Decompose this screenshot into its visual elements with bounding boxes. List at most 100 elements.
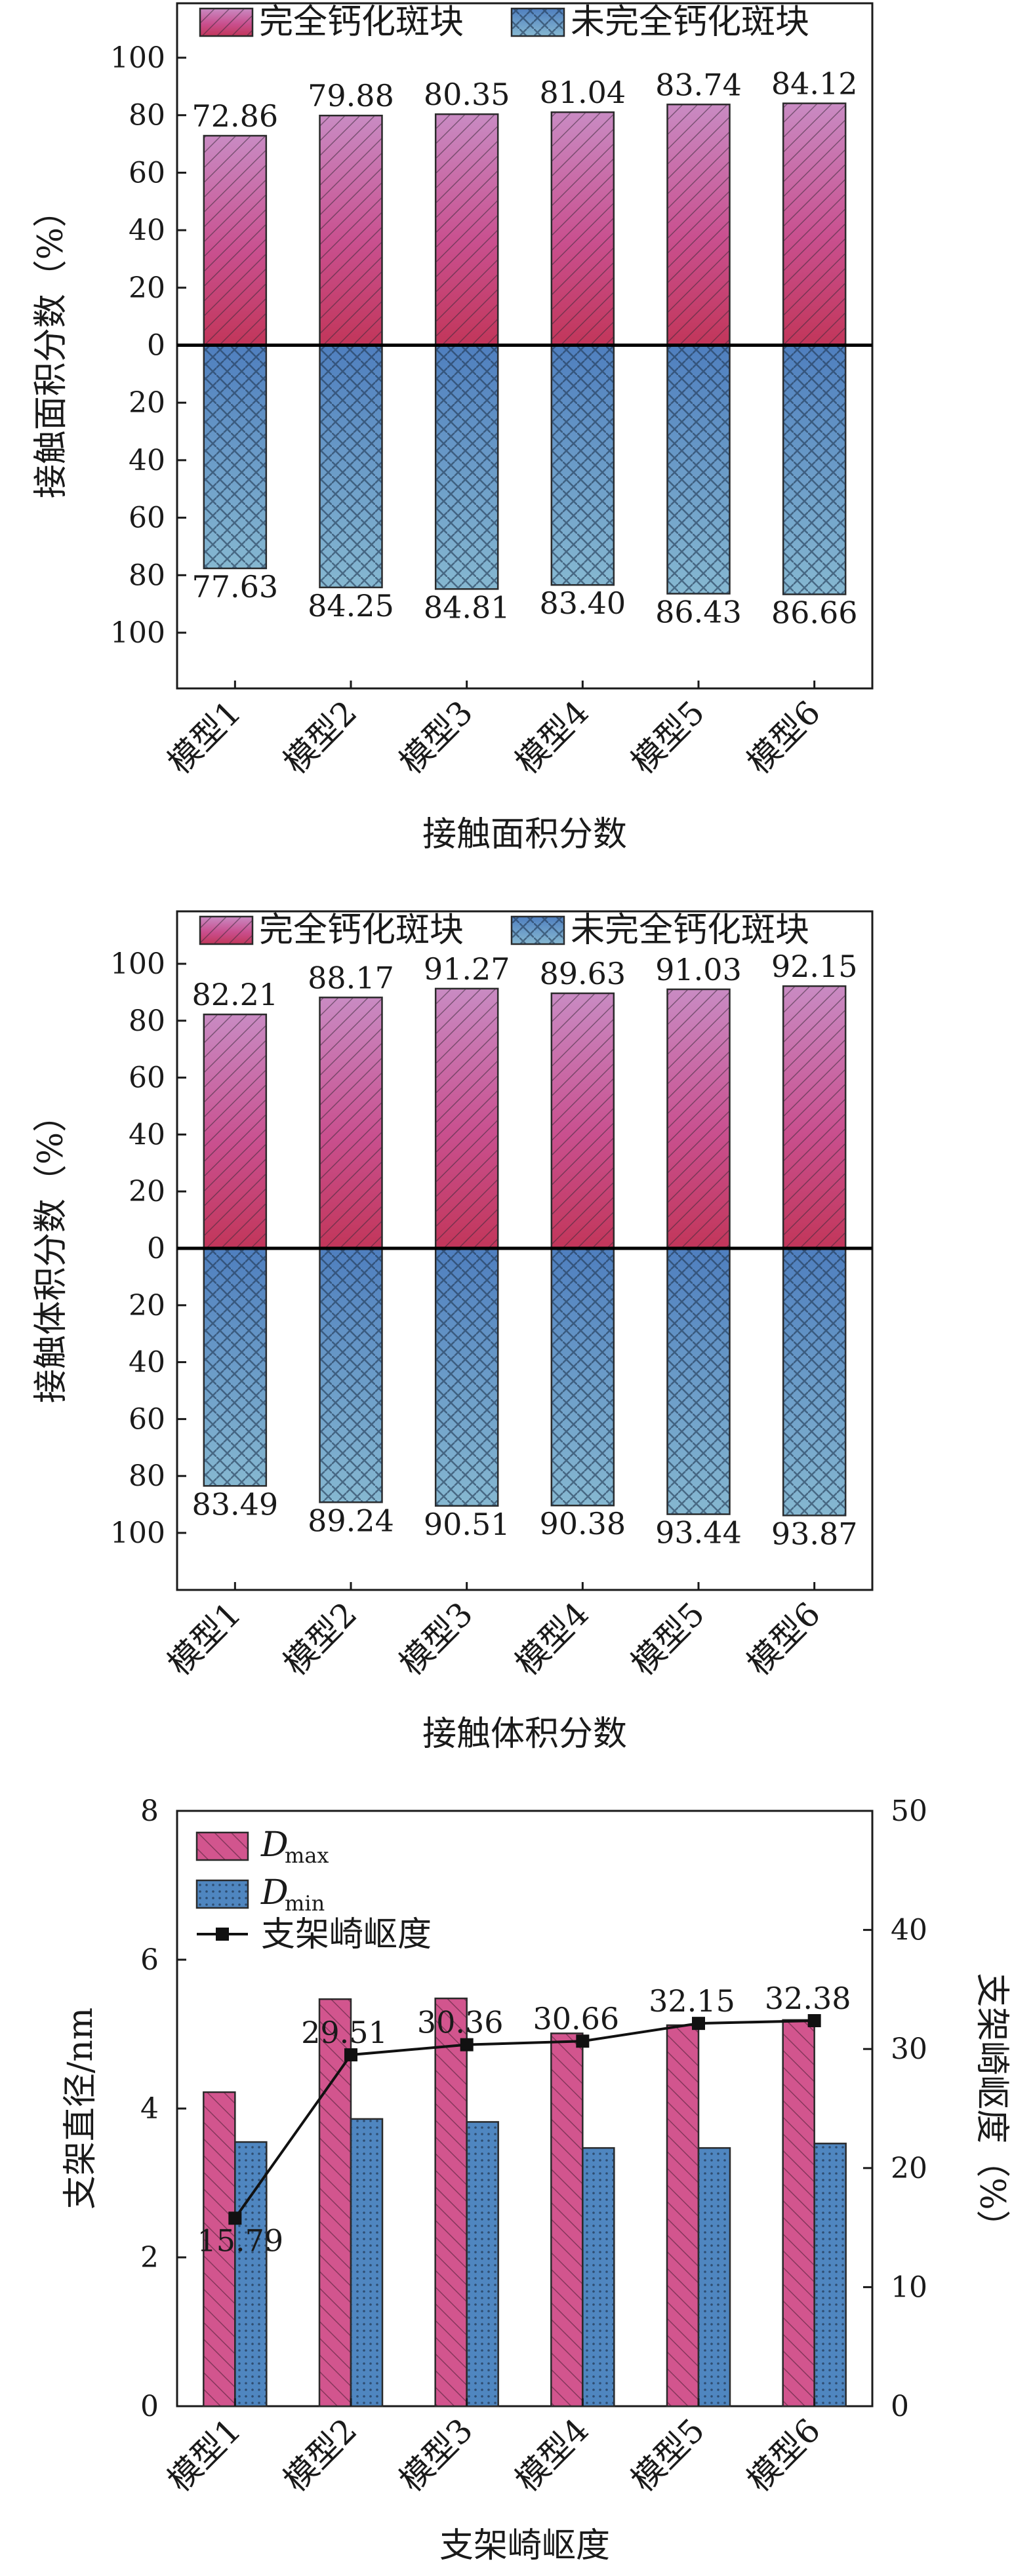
bar-hatch <box>667 1248 730 1515</box>
legend-swatch-hatch <box>512 917 564 944</box>
y-tick-label: 20 <box>129 1289 165 1322</box>
y-tick-label: 2 <box>140 2241 159 2274</box>
y-tick-label: 60 <box>129 1061 165 1095</box>
roughness-label: 15.79 <box>197 2223 283 2258</box>
y-tick-label: 80 <box>129 559 165 592</box>
y-tick-label: 0 <box>147 329 165 363</box>
y-axis-label: 接触体积分数（%） <box>31 1098 71 1403</box>
bar-hatch <box>319 997 382 1248</box>
x-category-label: 模型1 <box>161 2411 249 2499</box>
x-category-label: 模型4 <box>508 693 596 781</box>
legend-label-dmax: D <box>260 1825 289 1865</box>
legend-label-dmin-sub: min <box>285 1891 325 1916</box>
bar-hatch <box>203 345 266 568</box>
legend-line-marker <box>216 1928 229 1941</box>
y-tick-label: 8 <box>140 1794 159 1828</box>
legend-label: 完全钙化斑块 <box>259 911 464 950</box>
y-tick-label: 100 <box>110 616 165 650</box>
legend-swatch-hatch <box>200 917 253 944</box>
data-label: 84.25 <box>308 588 394 624</box>
roughness-point <box>228 2211 242 2225</box>
y-tick-label: 100 <box>110 1516 165 1550</box>
legend-label: 未完全钙化斑块 <box>571 3 809 42</box>
bar-hatch <box>551 993 614 1248</box>
roughness-label: 30.66 <box>533 2001 619 2036</box>
stent-roughness-chart: 0 2 4 6 8 0 10 20 30 40 50 模型1 模型2 模型3 模型4 模型5 模型6 15.79 2… <box>61 1794 1011 2566</box>
y-tick-label: 40 <box>129 1346 165 1379</box>
bar-hatch <box>319 1248 382 1503</box>
bar-hatch <box>551 1248 614 1506</box>
roughness-point <box>344 2048 357 2062</box>
y-tick-label: 60 <box>129 1402 165 1436</box>
bar-hatch <box>203 136 266 346</box>
chart-title: 接触体积分数 <box>422 1714 627 1754</box>
y-tick-label: 20 <box>129 1175 165 1208</box>
data-label: 86.43 <box>655 594 742 629</box>
bar-hatch <box>667 345 730 594</box>
y2-tick-label: 20 <box>891 2152 927 2185</box>
bar-hatch <box>203 1248 266 1486</box>
data-label: 92.15 <box>771 949 858 984</box>
bar-dmin-dots <box>351 2118 382 2406</box>
bar-hatch <box>435 114 498 346</box>
contact-area-chart: 100 80 60 40 20 0 20 40 60 80 100 72.86 79.88 80.35 81… <box>31 2 874 854</box>
bar-hatch <box>783 103 846 346</box>
roughness-label: 29.51 <box>301 2015 388 2050</box>
data-label: 86.66 <box>771 595 858 631</box>
legend-label-dmin: D <box>260 1873 289 1912</box>
roughness-point <box>807 2013 821 2027</box>
roughness-point <box>460 2038 474 2051</box>
y2-tick-label: 0 <box>891 2390 909 2423</box>
data-label: 89.63 <box>539 956 626 991</box>
data-label: 72.86 <box>192 98 278 134</box>
y-tick-label: 4 <box>140 2092 159 2126</box>
bar-hatch <box>783 345 846 595</box>
bar-hatch <box>435 345 498 589</box>
y-tick-label: 60 <box>129 156 165 189</box>
x-category-label: 模型6 <box>740 693 828 781</box>
y-tick-label: 20 <box>129 271 165 305</box>
y-tick-label: 0 <box>140 2390 159 2423</box>
data-label: 77.63 <box>192 569 278 604</box>
bar-dmin-dots <box>699 2148 730 2406</box>
legend-label-dmax-sub: max <box>285 1843 329 1868</box>
bar-dmin-dots <box>814 2143 846 2406</box>
chart-title: 接触面积分数 <box>422 815 627 854</box>
x-category-label: 模型5 <box>624 693 712 781</box>
roughness-label: 32.38 <box>765 1981 851 2016</box>
bar-dmin-dots <box>235 2142 267 2406</box>
bar-dmax-hatch <box>667 2025 699 2406</box>
roughness-point <box>692 2017 705 2031</box>
legend-swatch-dmin-dots <box>197 1880 248 1908</box>
data-label: 90.51 <box>424 1507 510 1542</box>
bar-hatch <box>667 104 730 346</box>
legend-label: 未完全钙化斑块 <box>571 911 809 950</box>
y-tick-label: 0 <box>147 1232 165 1265</box>
x-category-label: 模型4 <box>508 2411 596 2499</box>
data-label: 84.81 <box>424 589 510 625</box>
bar-hatch <box>319 345 382 587</box>
x-category-label: 模型4 <box>508 1595 596 1682</box>
y2-tick-label: 10 <box>891 2270 927 2304</box>
contact-volume-chart: 100 80 60 40 20 0 20 40 60 80 100 82.21 88.17 91.27 89… <box>31 910 874 1754</box>
x-category-label: 模型3 <box>392 1595 480 1682</box>
y-axis-label: 接触面积分数（%） <box>31 193 71 498</box>
roughness-point <box>576 2034 590 2048</box>
legend-swatch-hatch <box>512 9 564 36</box>
x-category-label: 模型6 <box>740 2411 828 2499</box>
x-category-label: 模型6 <box>740 1595 828 1682</box>
y-axis-label: 支架直径/nm <box>61 2008 100 2209</box>
y-tick-label: 60 <box>129 502 165 535</box>
y-tick-label: 80 <box>129 1459 165 1493</box>
data-label: 82.21 <box>192 977 278 1012</box>
y2-tick-label: 50 <box>891 1794 927 1828</box>
bar-dmin-dots <box>466 2122 498 2406</box>
x-category-label: 模型5 <box>624 1595 712 1682</box>
legend-label: 完全钙化斑块 <box>259 3 464 42</box>
y-tick-label: 20 <box>129 386 165 420</box>
data-label: 81.04 <box>539 75 626 110</box>
bar-dmax-hatch <box>782 2019 815 2406</box>
y-tick-label: 40 <box>129 444 165 477</box>
x-category-label: 模型2 <box>276 2411 364 2499</box>
y2-tick-label: 30 <box>891 2032 927 2066</box>
